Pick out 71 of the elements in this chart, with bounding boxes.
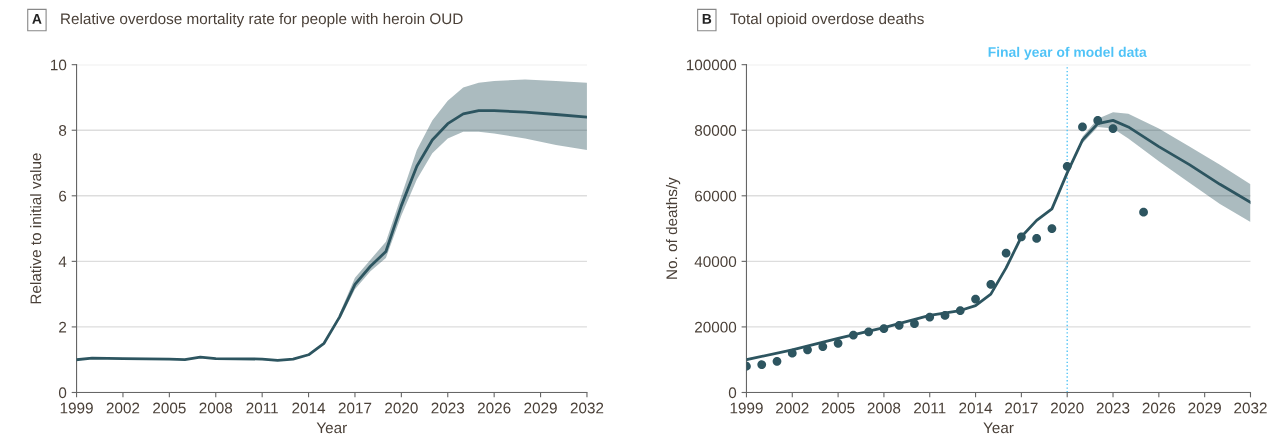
x-tick-label: 2011 <box>914 402 946 414</box>
chart-title: Relative overdose mortality rate for people with heroin OUD <box>61 12 463 28</box>
point <box>848 330 858 340</box>
ref-line-label: Final year of model data <box>988 46 1147 60</box>
y-tick-label: 4 <box>58 256 67 267</box>
y-tick-label: 60000 <box>695 190 737 202</box>
x-tick-label: 2002 <box>776 402 809 414</box>
point <box>955 306 965 315</box>
point <box>925 312 935 322</box>
y-tick-label: 6 <box>59 190 67 202</box>
x-tick-label: 2029 <box>1188 402 1221 414</box>
point <box>1001 248 1011 258</box>
x-tick-label: 2005 <box>153 402 186 414</box>
text: B <box>702 14 712 24</box>
x-tick-label: 2023 <box>1096 402 1130 414</box>
y-tick-label: 100000 <box>686 59 737 71</box>
point <box>986 279 996 289</box>
point <box>1032 234 1042 243</box>
x-tick-label: 2023 <box>431 402 465 414</box>
y-tick-label: 20000 <box>695 321 737 333</box>
x-tick-label: 1999 <box>60 402 93 414</box>
y-tick-label: 2 <box>59 321 67 333</box>
x-tick-label: 2032 <box>570 402 604 414</box>
point <box>971 294 980 304</box>
point <box>818 342 828 351</box>
point <box>910 319 919 329</box>
y-axis-title: No. of deaths/y <box>665 177 681 279</box>
y-tick-label: 0 <box>58 387 67 399</box>
point <box>1016 232 1026 242</box>
line-series <box>76 109 587 362</box>
x-tick-label: 2029 <box>524 402 557 414</box>
x-tick-label: 2014 <box>292 402 326 414</box>
point <box>1047 224 1057 233</box>
point <box>1139 207 1148 217</box>
x-tick-label: 2032 <box>1234 402 1267 414</box>
y-tick-label: 80000 <box>694 125 737 136</box>
x-tick-label: 2020 <box>1050 402 1084 414</box>
point <box>1078 122 1087 132</box>
text: A <box>32 14 42 24</box>
x-tick-label: 2005 <box>821 402 855 414</box>
y-axis-title: Relative to initial value <box>30 153 42 304</box>
point <box>864 327 874 337</box>
point <box>772 356 782 366</box>
x-tick-label: 2017 <box>338 402 372 414</box>
point <box>879 324 889 333</box>
point <box>787 348 797 358</box>
point <box>833 338 843 348</box>
y-tick-label: 0 <box>728 387 737 399</box>
point <box>1108 124 1118 133</box>
x-tick-label: 1999 <box>730 402 763 414</box>
point <box>1093 116 1103 125</box>
chart-title: Total opioid overdose deaths <box>730 12 924 28</box>
x-tick-label: 2002 <box>106 402 140 414</box>
x-tick-label: 2020 <box>385 402 418 414</box>
point <box>803 345 812 355</box>
x-tick-label: 2017 <box>1005 402 1038 414</box>
point <box>894 320 904 330</box>
x-tick-label: 2008 <box>867 402 901 414</box>
y-tick-label: 8 <box>59 125 67 136</box>
x-tick-label: 2008 <box>199 402 233 414</box>
y-tick-label: 10 <box>51 59 67 71</box>
x-tick-label: 2014 <box>959 402 993 414</box>
point <box>940 311 950 320</box>
point <box>757 360 767 370</box>
x-tick-label: 2026 <box>1142 402 1176 414</box>
x-tick-label: 2011 <box>246 402 278 414</box>
x-tick-label: 2026 <box>477 402 511 414</box>
y-tick-label: 40000 <box>694 256 737 268</box>
x-axis-title: Year <box>983 422 1014 434</box>
x-axis-title: Year <box>316 422 347 434</box>
point <box>1062 161 1072 171</box>
